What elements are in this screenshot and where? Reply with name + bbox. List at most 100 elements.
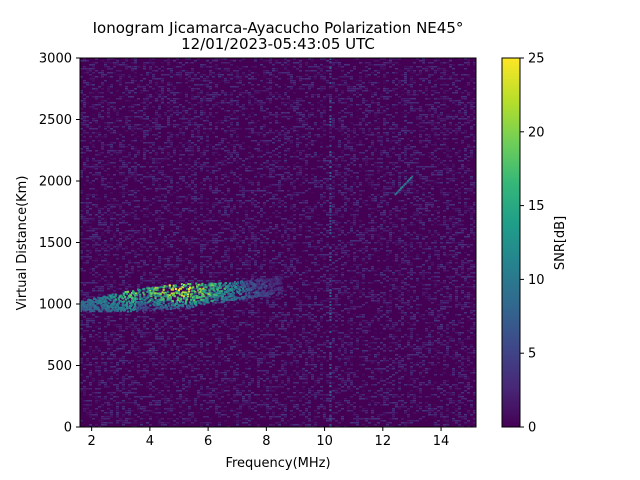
heatmap-cell — [107, 68, 110, 70]
heatmap-cell — [311, 210, 314, 212]
heatmap-cell — [203, 114, 206, 116]
heatmap-cell — [185, 128, 188, 130]
heatmap-cell — [287, 132, 290, 134]
heatmap-cell — [101, 110, 104, 112]
heatmap-cell — [110, 178, 113, 180]
heatmap-cell — [248, 218, 251, 220]
heatmap-cell — [107, 60, 110, 62]
heatmap-cell — [110, 86, 113, 88]
heatmap-cell — [287, 178, 290, 180]
heatmap-cell — [275, 76, 278, 78]
heatmap-cell — [197, 162, 200, 164]
heatmap-cell — [206, 100, 209, 102]
heatmap-cell — [173, 154, 176, 156]
heatmap-cell — [290, 156, 293, 158]
heatmap-cell — [113, 200, 116, 202]
heatmap-cell — [383, 128, 386, 130]
heatmap-cell — [377, 242, 380, 244]
heatmap-cell — [146, 106, 149, 108]
heatmap-cell — [254, 140, 257, 142]
heatmap-cell — [188, 142, 191, 144]
heatmap-cell — [287, 78, 290, 80]
heatmap-cell — [251, 120, 254, 122]
heatmap-cell — [98, 236, 101, 238]
heatmap-cell — [167, 204, 170, 206]
heatmap-cell — [95, 194, 98, 196]
heatmap-cell — [401, 208, 404, 210]
heatmap-cell — [443, 192, 446, 194]
heatmap-cell — [293, 102, 296, 104]
heatmap-cell — [116, 114, 119, 116]
heatmap-cell — [326, 96, 329, 98]
heatmap-cell — [446, 166, 449, 168]
heatmap-cell — [419, 118, 422, 120]
heatmap-cell — [395, 84, 398, 86]
heatmap-cell — [305, 92, 308, 94]
heatmap-cell — [371, 164, 374, 166]
heatmap-cell — [356, 200, 359, 202]
heatmap-cell — [335, 68, 338, 70]
heatmap-cell — [86, 180, 89, 182]
heatmap-cell — [173, 162, 176, 164]
heatmap-cell — [260, 168, 263, 170]
heatmap-cell — [251, 108, 254, 110]
heatmap-cell — [332, 118, 335, 120]
heatmap-cell — [332, 214, 335, 216]
heatmap-cell — [443, 202, 446, 204]
heatmap-cell — [446, 96, 449, 98]
heatmap-cell — [470, 224, 473, 226]
heatmap-cell — [374, 134, 377, 136]
heatmap-cell — [152, 228, 155, 230]
heatmap-cell — [359, 224, 362, 226]
heatmap-cell — [470, 212, 473, 214]
heatmap-cell — [392, 208, 395, 210]
heatmap-cell — [398, 248, 401, 250]
heatmap-cell — [416, 102, 419, 104]
heatmap-cell — [332, 236, 335, 238]
heatmap-cell — [83, 162, 86, 164]
heatmap-cell — [161, 86, 164, 88]
heatmap-cell — [128, 212, 131, 214]
heatmap-cell — [284, 134, 287, 136]
heatmap-cell — [464, 228, 467, 230]
heatmap-cell — [404, 82, 407, 84]
heatmap-cell — [332, 136, 335, 138]
heatmap-cell — [278, 94, 281, 96]
heatmap-cell — [305, 216, 308, 218]
heatmap-cell — [455, 74, 458, 76]
heatmap-cell — [275, 62, 278, 64]
heatmap-cell — [119, 166, 122, 168]
heatmap-cell — [224, 120, 227, 122]
heatmap-cell — [473, 192, 476, 194]
heatmap-cell — [437, 182, 440, 184]
heatmap-cell — [425, 236, 428, 238]
heatmap-cell — [341, 150, 344, 152]
heatmap-cell — [161, 82, 164, 84]
heatmap-cell — [470, 120, 473, 122]
heatmap-cell — [95, 168, 98, 170]
heatmap-cell — [275, 204, 278, 206]
heatmap-cell — [257, 172, 260, 174]
heatmap-cell — [284, 98, 287, 100]
heatmap-cell — [329, 86, 332, 88]
heatmap-cell — [254, 204, 257, 206]
heatmap-cell — [398, 172, 401, 174]
heatmap-cell — [353, 128, 356, 130]
heatmap-cell — [341, 80, 344, 82]
heatmap-cell — [242, 114, 245, 116]
heatmap-cell — [113, 110, 116, 112]
heatmap-cell — [134, 176, 137, 178]
heatmap-cell — [398, 200, 401, 202]
heatmap-cell — [338, 64, 341, 66]
heatmap-cell — [446, 150, 449, 152]
heatmap-cell — [287, 62, 290, 64]
heatmap-cell — [119, 238, 122, 240]
heatmap-cell — [440, 118, 443, 120]
heatmap-cell — [185, 58, 188, 60]
heatmap-cell — [203, 148, 206, 150]
heatmap-cell — [185, 126, 188, 128]
heatmap-cell — [248, 246, 251, 248]
heatmap-cell — [113, 132, 116, 134]
heatmap-cell — [236, 194, 239, 196]
heatmap-cell — [413, 192, 416, 194]
